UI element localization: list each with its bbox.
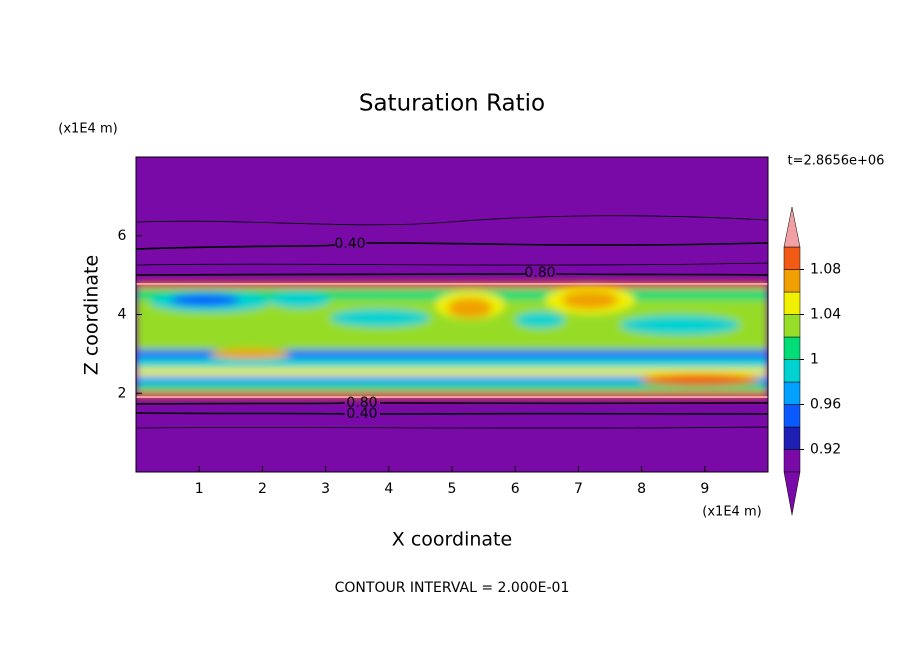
x-tick-label: 8 [637, 481, 646, 497]
colorbar-tick-label: 1.04 [810, 307, 841, 323]
chart-title: Saturation Ratio [359, 91, 545, 117]
colorbar-tick-label: 1.08 [810, 262, 841, 278]
colorbar-band [783, 381, 801, 405]
y-tick-label: 4 [118, 307, 127, 323]
colorbar-tick-label: 1 [810, 352, 819, 368]
colorbar-band [783, 269, 801, 293]
x-axis-label: X coordinate [392, 529, 512, 551]
x-tick-label: 5 [448, 481, 457, 497]
colorbar-tick-label: 0.92 [810, 442, 841, 458]
x-tick-label: 2 [258, 481, 267, 497]
colorbar-band [783, 291, 801, 315]
colorbar-band [783, 246, 801, 270]
contour-label: 0.80 [524, 265, 555, 281]
contour-field [136, 157, 768, 472]
x-tick-label: 3 [321, 481, 330, 497]
colorbar-band [783, 336, 801, 360]
contour-label: 0.40 [346, 406, 377, 422]
x-unit: (x1E4 m) [702, 505, 761, 520]
colorbar-band [783, 359, 801, 383]
colorbar-band [783, 449, 801, 473]
x-tick-label: 6 [511, 481, 520, 497]
contour-label: 0.80 [346, 395, 377, 411]
colorbar-band [783, 404, 801, 428]
y-unit: (x1E4 m) [58, 122, 117, 137]
x-tick-label: 7 [574, 481, 583, 497]
y-tick-label: 2 [118, 385, 127, 401]
colorbar-tick-label: 0.96 [810, 397, 841, 413]
contour-line [135, 402, 769, 405]
y-axis-label: Z coordinate [81, 255, 103, 375]
x-tick-label: 9 [700, 481, 709, 497]
contour-line [135, 412, 769, 415]
colorbar-band [783, 426, 801, 450]
footer-note: CONTOUR INTERVAL = 2.000E-01 [335, 580, 570, 596]
time-label: t=2.8656e+06 [788, 154, 885, 169]
contour-line [135, 242, 769, 250]
colorbar-band [783, 314, 801, 338]
contour-line [135, 273, 769, 276]
x-tick-label: 1 [195, 481, 204, 497]
x-tick-label: 4 [384, 481, 393, 497]
colorbar-under [783, 471, 801, 516]
contour-label: 0.40 [334, 236, 365, 252]
y-tick-label: 6 [118, 228, 127, 244]
colorbar-over [783, 206, 801, 248]
